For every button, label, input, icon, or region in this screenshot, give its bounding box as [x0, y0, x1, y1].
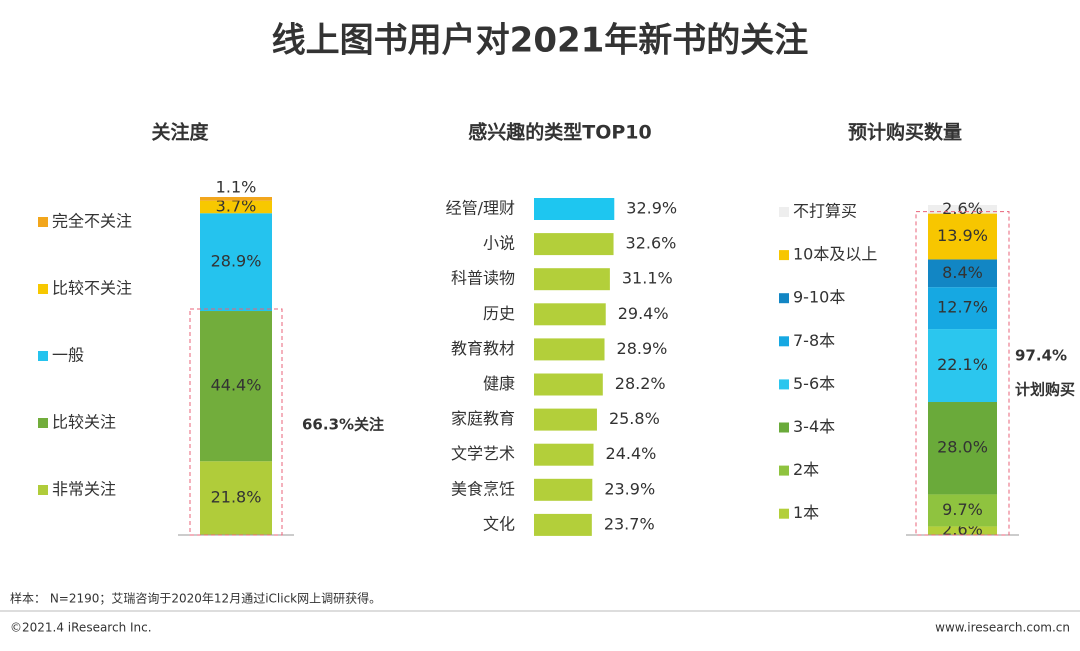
bar — [534, 408, 597, 431]
annotation: 66.3%关注 — [302, 416, 384, 434]
legend-swatch — [779, 250, 789, 261]
bar-segment — [928, 205, 997, 214]
bar — [534, 233, 614, 256]
value-label: 31.1% — [622, 269, 673, 288]
legend-label: 一般 — [52, 346, 84, 365]
value-label: 44.4% — [211, 376, 262, 395]
bar-segment — [928, 213, 997, 260]
bar-segment — [200, 311, 272, 462]
value-label: 32.9% — [626, 199, 677, 218]
legend-label: 完全不关注 — [52, 212, 132, 231]
bar — [534, 513, 592, 536]
value-label: 21.8% — [211, 488, 262, 507]
bar — [534, 373, 603, 396]
bar-segment — [928, 526, 997, 535]
legend-swatch — [779, 293, 789, 304]
legend-swatch — [779, 336, 789, 347]
value-label: 22.1% — [937, 355, 988, 374]
legend-swatch — [38, 485, 48, 495]
bar — [534, 303, 606, 326]
legend-label: 比较不关注 — [52, 279, 132, 298]
legend-swatch — [779, 508, 789, 519]
chart-title: 预计购买数量 — [848, 121, 962, 144]
bar-segment — [928, 259, 997, 288]
bar — [534, 268, 610, 291]
page-title: 线上图书用户对2021年新书的关注 — [272, 21, 809, 61]
bar-segment — [200, 213, 272, 312]
value-label: 23.9% — [604, 479, 655, 498]
website: www.iresearch.com.cn — [935, 621, 1070, 635]
bar — [534, 443, 594, 466]
value-label: 3.7% — [216, 196, 257, 215]
legend-label: 5-6本 — [793, 374, 835, 393]
legend-label: 3-4本 — [793, 417, 835, 436]
value-label: 8.4% — [942, 263, 983, 282]
category-label: 文化 — [483, 514, 515, 533]
annotation: 97.4% — [1015, 347, 1067, 365]
legend-swatch — [38, 217, 48, 227]
legend-label: 9-10本 — [793, 288, 845, 307]
value-label: 13.9% — [937, 226, 988, 245]
bar-segment — [200, 461, 272, 535]
legend-swatch — [779, 379, 789, 390]
category-label: 科普读物 — [451, 269, 515, 288]
legend-swatch — [38, 418, 48, 428]
bar-segment — [200, 200, 272, 214]
bar-segment — [928, 287, 997, 330]
legend-label: 比较关注 — [52, 413, 116, 432]
value-label: 28.9% — [617, 339, 668, 358]
legend-swatch — [38, 284, 48, 294]
legend-swatch — [779, 207, 789, 217]
value-label: 1.1% — [216, 178, 257, 197]
legend-label: 10本及以上 — [793, 245, 877, 264]
legend-swatch — [779, 465, 789, 476]
category-label: 家庭教育 — [451, 409, 515, 428]
bar — [534, 198, 615, 220]
value-label: 29.4% — [618, 304, 669, 323]
source-note: 样本： N=2190；艾瑞咨询于2020年12月通过iClick网上调研获得。 — [10, 591, 381, 606]
legend-label: 1本 — [793, 503, 819, 522]
bar-segment — [928, 494, 997, 527]
category-label: 教育教材 — [451, 339, 515, 358]
bar — [534, 478, 593, 501]
legend-label: 非常关注 — [52, 480, 116, 499]
value-label: 24.4% — [606, 444, 657, 463]
copyright: ©2021.4 iResearch Inc. — [10, 621, 152, 635]
value-label: 12.7% — [937, 298, 988, 317]
legend-swatch — [38, 351, 48, 361]
category-label: 小说 — [483, 234, 515, 253]
legend-label: 2本 — [793, 460, 819, 479]
annotation: 计划购买 — [1015, 381, 1075, 399]
bar-segment — [928, 402, 997, 495]
value-label: 28.0% — [937, 438, 988, 457]
chart-title: 感兴趣的类型TOP10 — [468, 121, 651, 144]
category-label: 历史 — [483, 304, 515, 323]
chart-title: 关注度 — [151, 121, 209, 144]
bar — [534, 338, 605, 361]
highlight-box — [189, 308, 283, 536]
value-label: 28.9% — [211, 252, 262, 271]
value-label: 9.7% — [942, 500, 983, 519]
category-label: 健康 — [483, 374, 515, 393]
value-label: 25.8% — [609, 409, 660, 428]
value-label: 2.6% — [942, 199, 983, 218]
legend-swatch — [779, 422, 789, 433]
bar-segment — [928, 329, 997, 403]
highlight-box — [915, 211, 1010, 536]
legend-label: 不打算买 — [793, 202, 857, 221]
bar-segment — [200, 197, 272, 201]
category-label: 文学艺术 — [451, 444, 515, 463]
legend-label: 7-8本 — [793, 331, 835, 350]
value-label: 28.2% — [615, 374, 666, 393]
value-label: 32.6% — [626, 234, 677, 253]
value-label: 23.7% — [604, 514, 655, 533]
category-label: 美食烹饪 — [451, 479, 515, 498]
category-label: 经管/理财 — [446, 199, 515, 218]
